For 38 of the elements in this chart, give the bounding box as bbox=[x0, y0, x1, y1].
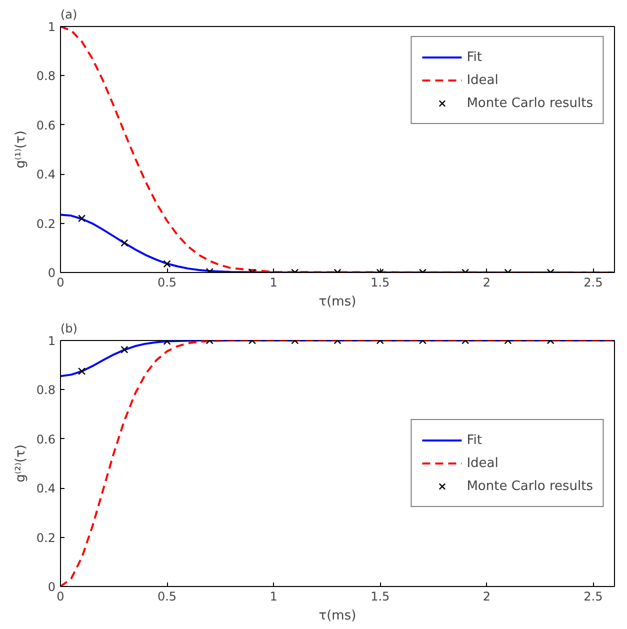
legend-label: Fit bbox=[466, 50, 483, 64]
y-axis-title: g⁽¹⁾(τ) bbox=[13, 130, 28, 168]
y-tick-label: 0.2 bbox=[36, 216, 56, 231]
x-tick-label: 1.5 bbox=[370, 590, 390, 604]
legend-label: Ideal bbox=[466, 72, 498, 88]
y-tick-label: 0 bbox=[48, 580, 56, 594]
legend-label: Monte Carlo results bbox=[466, 478, 593, 494]
y-tick-label: 0.6 bbox=[36, 118, 56, 132]
legend-label: Ideal bbox=[466, 456, 498, 470]
y-tick-label: 0.6 bbox=[36, 432, 56, 446]
x-tick-label: 2 bbox=[482, 590, 490, 604]
y-tick-label: 1 bbox=[48, 20, 56, 34]
x-tick-label: 1.5 bbox=[370, 276, 390, 290]
y-tick-label: 0.2 bbox=[36, 530, 56, 545]
x-tick-label: 2.5 bbox=[584, 276, 603, 290]
chart-title: (b) bbox=[60, 322, 78, 336]
y-tick-label: 0.4 bbox=[36, 168, 56, 182]
y-tick-label: 0.8 bbox=[36, 383, 56, 398]
x-tick-label: 0.5 bbox=[157, 276, 177, 290]
y-tick-label: 0.4 bbox=[36, 482, 56, 496]
line-series bbox=[60, 26, 614, 272]
y-tick-label: 0 bbox=[48, 266, 56, 280]
x-tick-label: 0.5 bbox=[157, 590, 177, 604]
x-tick-label: 1 bbox=[270, 276, 278, 290]
chart-title: (a) bbox=[60, 8, 78, 22]
legend-label: Monte Carlo results bbox=[466, 96, 593, 110]
legend-label: Fit bbox=[466, 432, 483, 448]
line-series bbox=[60, 340, 614, 586]
x-tick-label: 2 bbox=[482, 276, 490, 290]
x-tick-label: 2.5 bbox=[584, 590, 603, 604]
y-tick-label: 0.8 bbox=[36, 69, 56, 84]
x-tick-label: 1 bbox=[270, 590, 278, 604]
x-axis-title: τ(ms) bbox=[318, 294, 356, 310]
x-tick-label: 0 bbox=[56, 276, 64, 290]
y-axis-title: g⁽²⁾(τ) bbox=[13, 444, 28, 482]
y-tick-label: 1 bbox=[48, 334, 56, 348]
x-axis-title: τ(ms) bbox=[318, 608, 356, 624]
x-tick-label: 0 bbox=[56, 590, 64, 604]
